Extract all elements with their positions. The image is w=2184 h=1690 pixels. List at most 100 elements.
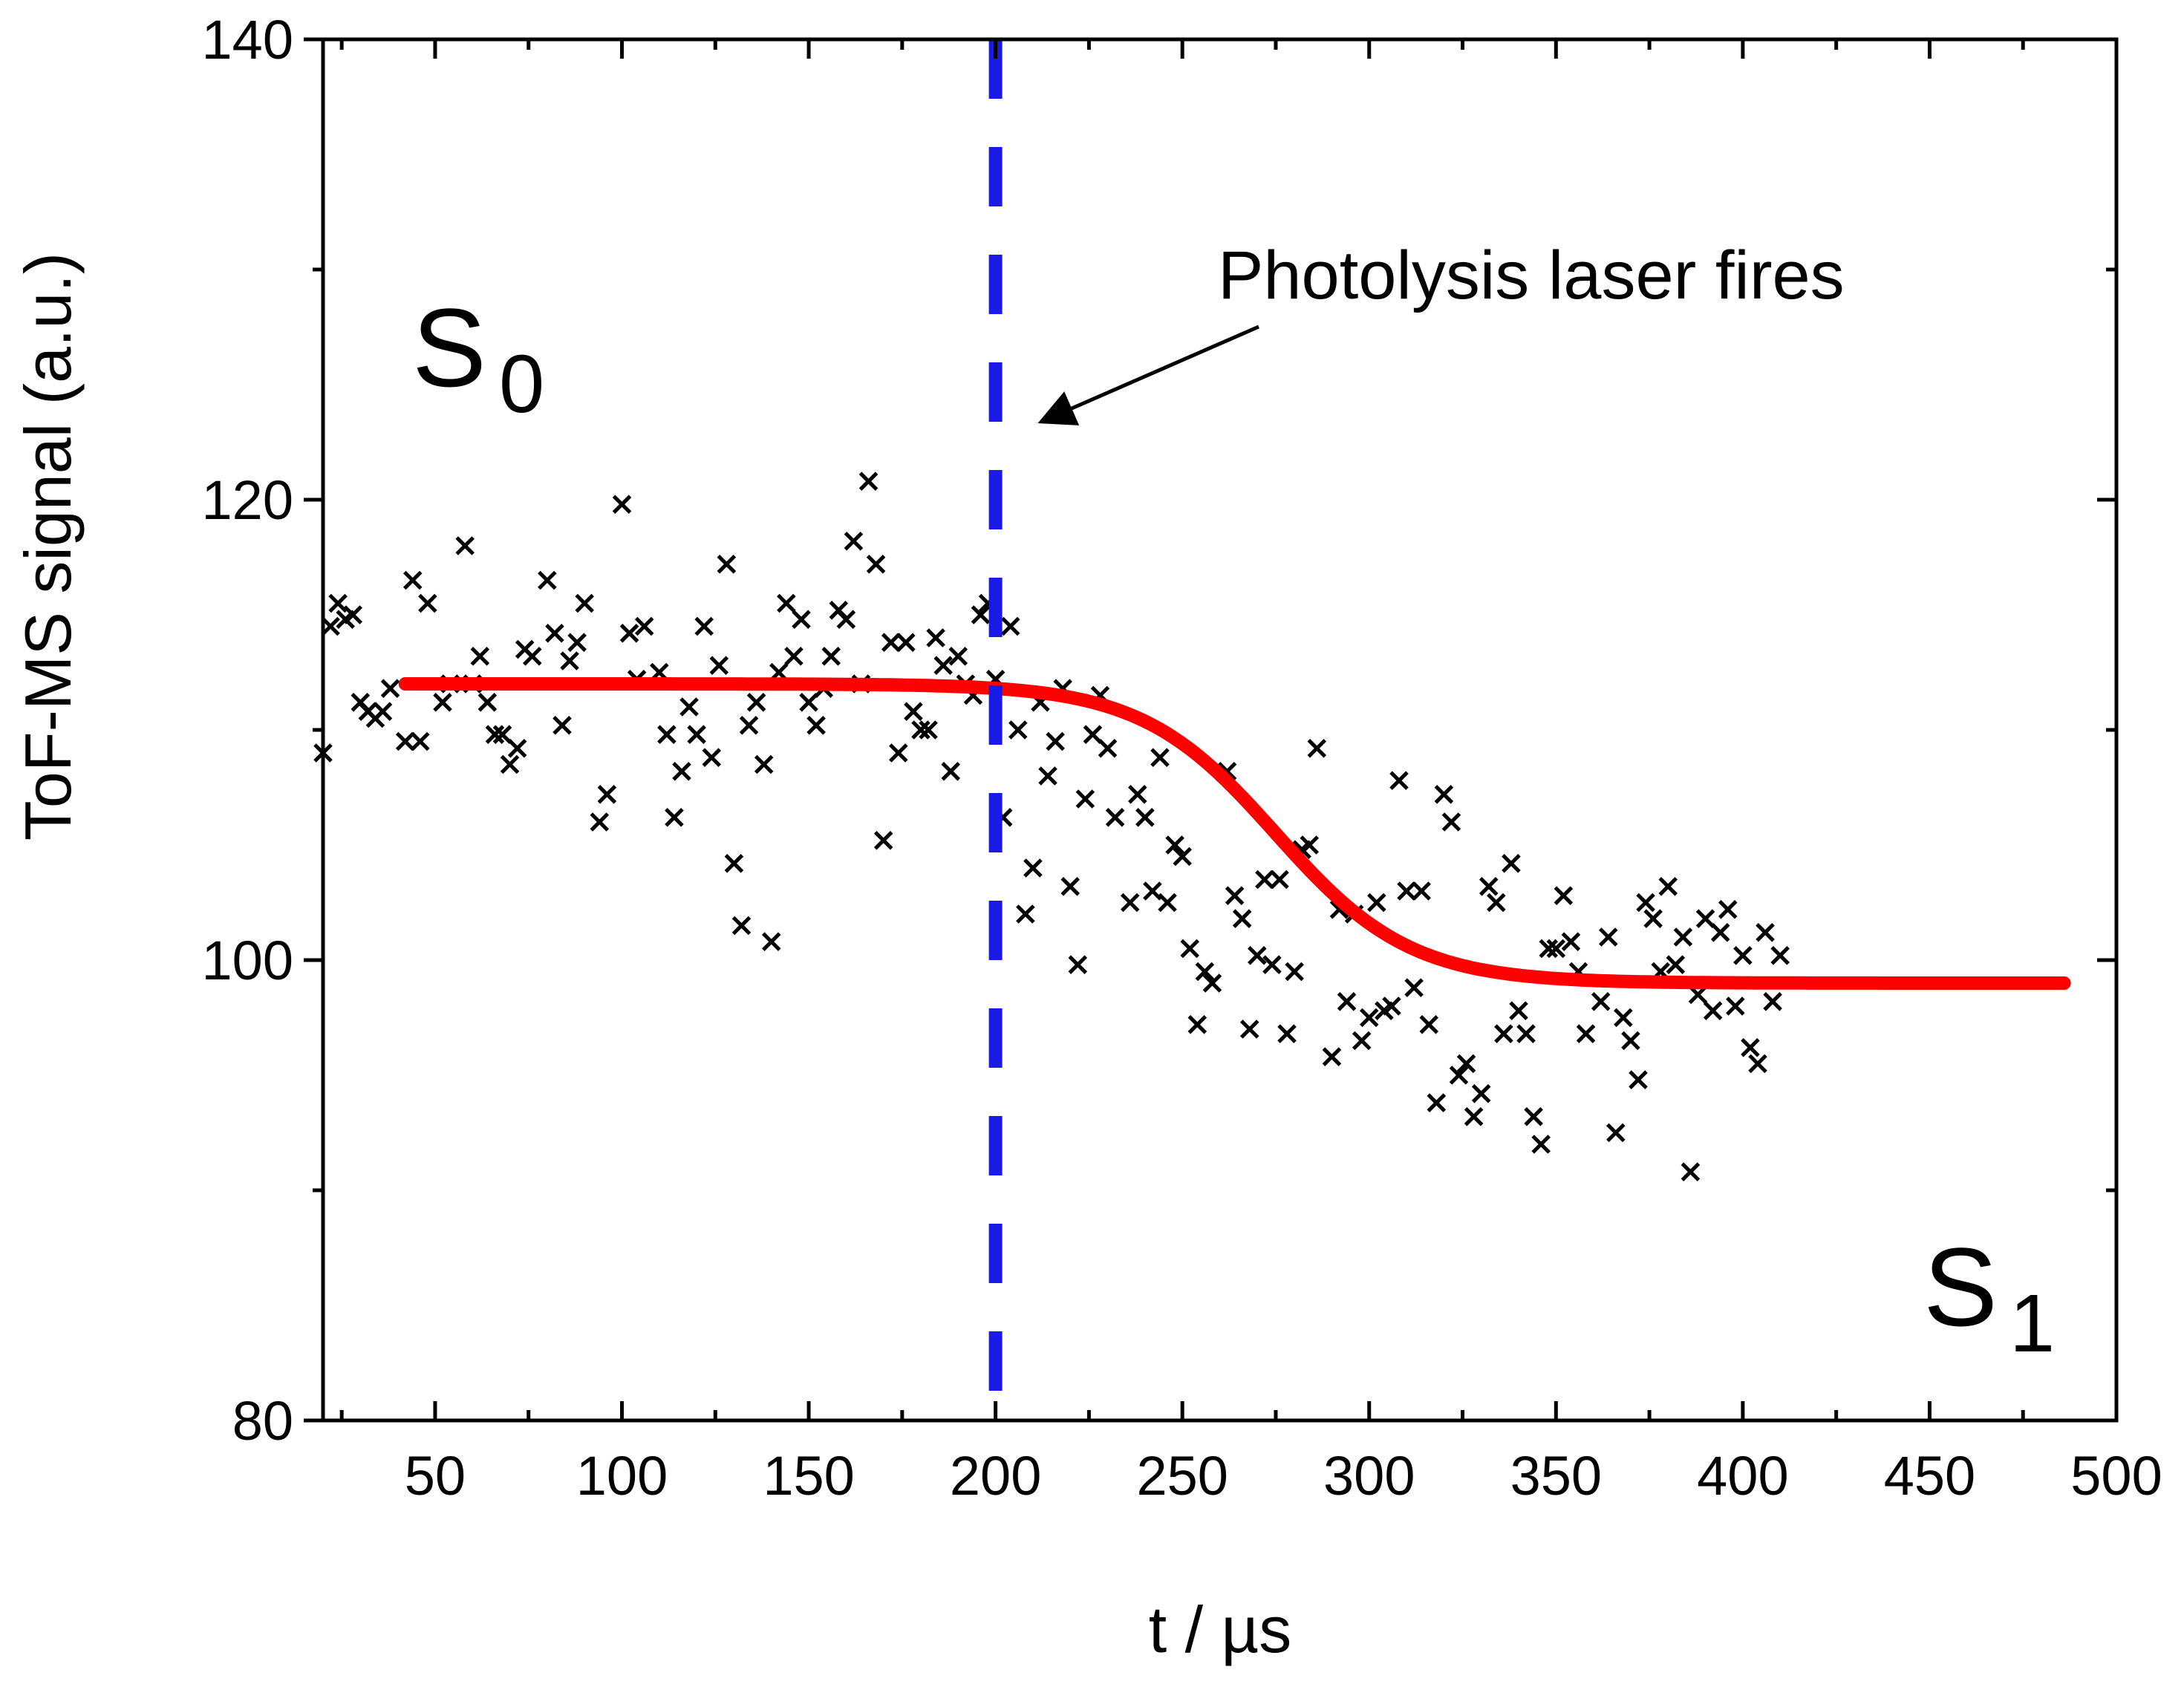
data-point — [1000, 616, 1020, 636]
data-point — [455, 536, 475, 555]
data-point — [1427, 1093, 1447, 1112]
data-point — [1083, 725, 1103, 744]
data-point — [873, 831, 893, 850]
data-point — [866, 555, 886, 574]
data-point — [858, 472, 879, 491]
x-tick-label: 400 — [1697, 1445, 1788, 1507]
data-point — [1741, 1038, 1760, 1057]
x-tick-label: 350 — [1510, 1445, 1602, 1507]
data-point — [1673, 927, 1693, 947]
data-point — [1516, 1024, 1536, 1043]
data-point — [328, 593, 348, 613]
data-point — [1098, 739, 1118, 758]
axis-ticks — [304, 37, 2119, 1423]
y-tick-label: 140 — [202, 9, 293, 71]
data-point — [1300, 835, 1320, 855]
data-point — [1479, 877, 1499, 896]
data-point — [1023, 858, 1043, 878]
data-point — [1359, 1008, 1379, 1028]
data-point — [904, 702, 923, 721]
data-point — [1075, 789, 1095, 809]
data-point — [1008, 720, 1028, 740]
svg-text:1: 1 — [2009, 1278, 2055, 1369]
data-point — [522, 647, 542, 666]
data-point — [896, 633, 916, 652]
data-point — [1367, 893, 1386, 913]
data-point — [1576, 1024, 1596, 1043]
data-point — [1561, 932, 1581, 951]
data-point — [1270, 870, 1289, 890]
data-point — [1621, 1031, 1640, 1051]
data-point — [1068, 955, 1088, 974]
data-point — [657, 725, 677, 744]
data-point — [538, 570, 557, 590]
data-point — [1464, 1107, 1484, 1126]
data-point — [1016, 904, 1035, 924]
y-tick-label: 120 — [202, 469, 293, 531]
data-point — [792, 610, 811, 629]
data-point — [1285, 962, 1304, 982]
data-point — [933, 656, 953, 675]
x-tick-labels: 50 100 150 200 250 300 350 400 450 500 — [405, 1445, 2162, 1507]
data-point — [418, 593, 437, 613]
data-point — [1195, 962, 1215, 982]
data-point — [717, 555, 737, 574]
data-point — [1658, 877, 1678, 896]
data-point — [665, 808, 684, 827]
data-point — [709, 656, 729, 675]
data-point — [1629, 1070, 1648, 1089]
data-point — [1105, 808, 1125, 827]
y-tick-label: 80 — [232, 1390, 293, 1452]
data-point — [1165, 835, 1184, 855]
data-point — [1591, 992, 1611, 1011]
data-point — [1546, 939, 1566, 959]
data-point — [1494, 1024, 1513, 1043]
data-point — [1038, 766, 1057, 786]
data-point — [844, 532, 864, 551]
s0-label: S 0 — [412, 285, 544, 430]
x-tick-label: 150 — [763, 1445, 854, 1507]
data-point — [694, 616, 714, 636]
data-point — [1419, 1015, 1439, 1034]
data-point — [477, 693, 498, 712]
data-point — [1225, 886, 1245, 905]
data-point — [1539, 939, 1559, 959]
data-point — [485, 725, 505, 744]
data-point — [724, 854, 744, 873]
data-point — [1337, 992, 1357, 1011]
data-point — [380, 679, 400, 698]
data-point — [321, 616, 340, 636]
data-point — [1614, 1008, 1633, 1028]
data-point — [567, 633, 587, 652]
data-point — [1636, 893, 1655, 913]
data-point — [1135, 808, 1155, 827]
data-point — [1060, 877, 1080, 896]
data-point — [1726, 996, 1745, 1016]
data-point — [1441, 812, 1461, 832]
data-point — [702, 748, 722, 767]
data-point — [836, 610, 856, 629]
data-point — [731, 916, 752, 936]
y-tick-labels: 80 100 120 140 — [202, 9, 293, 1452]
data-point — [919, 720, 938, 740]
data-point — [881, 633, 901, 652]
data-point — [971, 605, 991, 624]
data-point — [545, 624, 564, 643]
data-point — [799, 693, 818, 712]
data-point — [1389, 771, 1409, 790]
data-point — [552, 716, 572, 735]
data-point — [1307, 739, 1327, 758]
data-point — [821, 647, 841, 666]
svg-text:0: 0 — [499, 339, 544, 430]
data-point — [1666, 955, 1686, 974]
data-point — [1248, 946, 1267, 965]
data-point — [1770, 946, 1790, 965]
data-point — [1382, 996, 1401, 1016]
x-tick-label: 100 — [576, 1445, 668, 1507]
data-point — [1554, 886, 1574, 905]
svg-text:S: S — [1923, 1224, 1998, 1349]
x-tick-label: 200 — [950, 1445, 1041, 1507]
x-axis-title: t / µs — [1149, 1593, 1292, 1666]
data-point — [575, 593, 594, 613]
